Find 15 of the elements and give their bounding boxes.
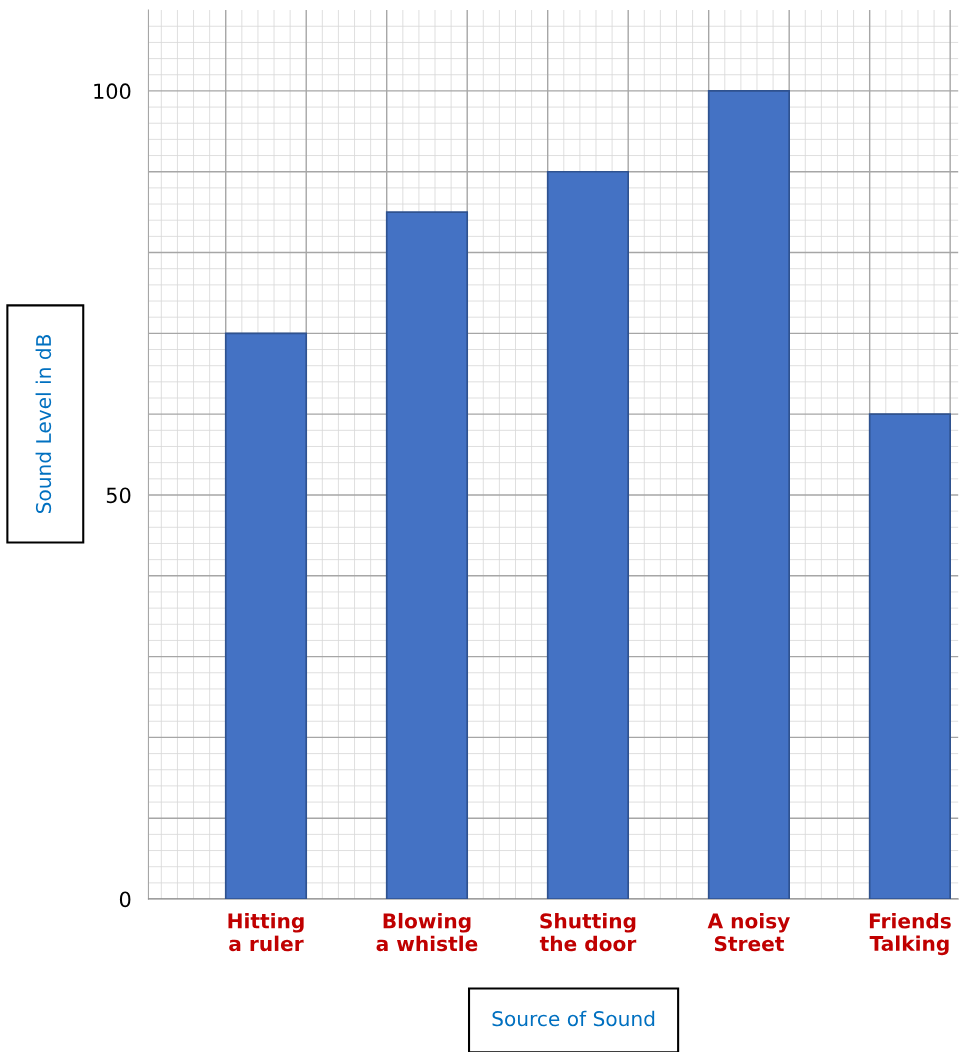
bar (546, 170, 630, 900)
y-tick-label: 50 (106, 487, 131, 504)
x-tick-label: Shutting the door (539, 912, 637, 952)
bar (707, 90, 791, 900)
x-tick-label: Hitting a ruler (228, 912, 304, 952)
y-tick-label: 0 (119, 891, 131, 908)
x-tick-label: Blowing a whistle (376, 912, 478, 952)
x-tick-label: Friends Talking (869, 912, 951, 956)
bar (224, 332, 308, 900)
x-tick-label: A noisy Street (707, 912, 790, 952)
x-axis-title: Source of Sound (492, 1010, 655, 1027)
bar (868, 413, 952, 900)
bar (385, 211, 469, 900)
y-axis-title: Sound Level in dB (35, 335, 52, 513)
y-tick-label: 100 (94, 83, 131, 100)
